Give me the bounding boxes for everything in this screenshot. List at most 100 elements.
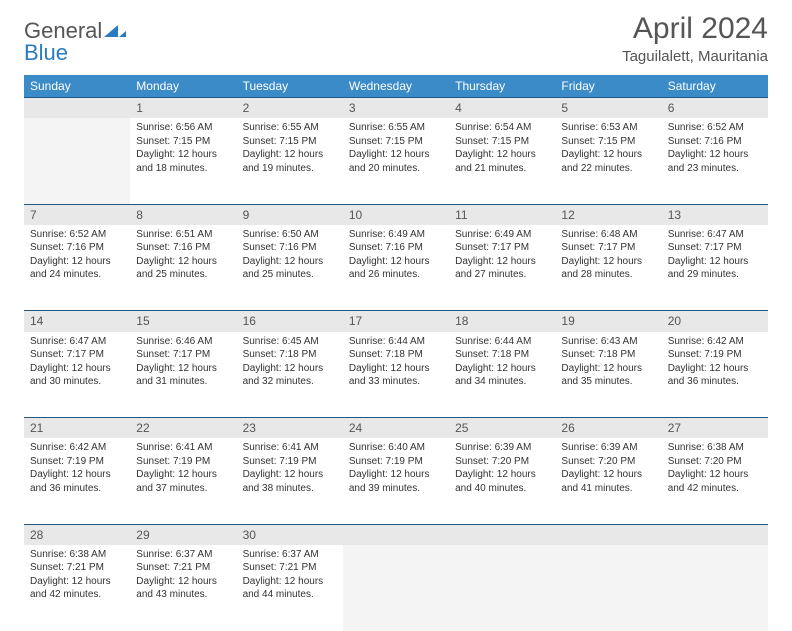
sunset-line: Sunset: 7:19 PM — [136, 455, 230, 469]
sunset-line: Sunset: 7:17 PM — [668, 241, 762, 255]
sunset-line: Sunset: 7:20 PM — [668, 455, 762, 469]
day-cell: Sunrise: 6:38 AMSunset: 7:20 PMDaylight:… — [662, 438, 768, 524]
day-number: 12 — [555, 204, 661, 225]
day-number: 25 — [449, 418, 555, 439]
sunset-line: Sunset: 7:18 PM — [561, 348, 655, 362]
calendar-body: 123456Sunrise: 6:56 AMSunset: 7:15 PMDay… — [24, 98, 768, 631]
sunrise-line: Sunrise: 6:54 AM — [455, 121, 549, 135]
daylight-line: Daylight: 12 hours and 20 minutes. — [349, 148, 443, 175]
day-cell: Sunrise: 6:37 AMSunset: 7:21 PMDaylight:… — [237, 545, 343, 631]
daylight-line: Daylight: 12 hours and 44 minutes. — [243, 575, 337, 602]
day-number: 13 — [662, 204, 768, 225]
day-cell — [662, 545, 768, 631]
day-number: 21 — [24, 418, 130, 439]
day-number: 2 — [237, 98, 343, 119]
day-number: 6 — [662, 98, 768, 119]
sunset-line: Sunset: 7:16 PM — [349, 241, 443, 255]
day-number: 22 — [130, 418, 236, 439]
day-cell: Sunrise: 6:42 AMSunset: 7:19 PMDaylight:… — [24, 438, 130, 524]
sunset-line: Sunset: 7:19 PM — [668, 348, 762, 362]
daylight-line: Daylight: 12 hours and 40 minutes. — [455, 468, 549, 495]
sunset-line: Sunset: 7:15 PM — [455, 135, 549, 149]
daylight-line: Daylight: 12 hours and 21 minutes. — [455, 148, 549, 175]
sunset-line: Sunset: 7:17 PM — [561, 241, 655, 255]
weekday-header-row: Sunday Monday Tuesday Wednesday Thursday… — [24, 75, 768, 98]
daynum-row: 78910111213 — [24, 204, 768, 225]
sunset-line: Sunset: 7:17 PM — [30, 348, 124, 362]
daylight-line: Daylight: 12 hours and 32 minutes. — [243, 362, 337, 389]
daylight-line: Daylight: 12 hours and 43 minutes. — [136, 575, 230, 602]
day-number: 29 — [130, 524, 236, 545]
day-cell: Sunrise: 6:55 AMSunset: 7:15 PMDaylight:… — [343, 118, 449, 204]
daylight-line: Daylight: 12 hours and 33 minutes. — [349, 362, 443, 389]
sunset-line: Sunset: 7:16 PM — [136, 241, 230, 255]
sunset-line: Sunset: 7:21 PM — [243, 561, 337, 575]
daylight-line: Daylight: 12 hours and 18 minutes. — [136, 148, 230, 175]
day-cell: Sunrise: 6:54 AMSunset: 7:15 PMDaylight:… — [449, 118, 555, 204]
sunrise-line: Sunrise: 6:56 AM — [136, 121, 230, 135]
day-number: 11 — [449, 204, 555, 225]
weekday-monday: Monday — [130, 75, 236, 98]
day-number — [662, 524, 768, 545]
header: General April 2024 Taguilalett, Mauritan… — [0, 0, 792, 69]
daylight-line: Daylight: 12 hours and 42 minutes. — [668, 468, 762, 495]
sunrise-line: Sunrise: 6:52 AM — [30, 228, 124, 242]
day-cell: Sunrise: 6:48 AMSunset: 7:17 PMDaylight:… — [555, 225, 661, 311]
day-cell: Sunrise: 6:49 AMSunset: 7:16 PMDaylight:… — [343, 225, 449, 311]
day-number: 18 — [449, 311, 555, 332]
content-row: Sunrise: 6:52 AMSunset: 7:16 PMDaylight:… — [24, 225, 768, 311]
day-number: 17 — [343, 311, 449, 332]
day-cell: Sunrise: 6:55 AMSunset: 7:15 PMDaylight:… — [237, 118, 343, 204]
day-cell: Sunrise: 6:47 AMSunset: 7:17 PMDaylight:… — [24, 332, 130, 418]
day-number: 28 — [24, 524, 130, 545]
sunset-line: Sunset: 7:19 PM — [349, 455, 443, 469]
sunrise-line: Sunrise: 6:49 AM — [349, 228, 443, 242]
location-title: Taguilalett, Mauritania — [622, 48, 768, 65]
sunrise-line: Sunrise: 6:45 AM — [243, 335, 337, 349]
sunset-line: Sunset: 7:17 PM — [136, 348, 230, 362]
day-number: 19 — [555, 311, 661, 332]
title-block: April 2024 Taguilalett, Mauritania — [622, 12, 768, 65]
sunset-line: Sunset: 7:21 PM — [136, 561, 230, 575]
weekday-thursday: Thursday — [449, 75, 555, 98]
logo-text-2: Blue — [24, 40, 68, 66]
day-number: 16 — [237, 311, 343, 332]
sunset-line: Sunset: 7:15 PM — [561, 135, 655, 149]
daylight-line: Daylight: 12 hours and 35 minutes. — [561, 362, 655, 389]
sunrise-line: Sunrise: 6:47 AM — [668, 228, 762, 242]
sunrise-line: Sunrise: 6:43 AM — [561, 335, 655, 349]
day-number — [555, 524, 661, 545]
sunrise-line: Sunrise: 6:41 AM — [136, 441, 230, 455]
day-cell: Sunrise: 6:38 AMSunset: 7:21 PMDaylight:… — [24, 545, 130, 631]
day-number: 23 — [237, 418, 343, 439]
daylight-line: Daylight: 12 hours and 34 minutes. — [455, 362, 549, 389]
day-number: 1 — [130, 98, 236, 119]
calendar-table: Sunday Monday Tuesday Wednesday Thursday… — [24, 75, 768, 631]
sunrise-line: Sunrise: 6:38 AM — [668, 441, 762, 455]
sunset-line: Sunset: 7:21 PM — [30, 561, 124, 575]
daynum-row: 282930 — [24, 524, 768, 545]
sunrise-line: Sunrise: 6:42 AM — [30, 441, 124, 455]
daylight-line: Daylight: 12 hours and 25 minutes. — [136, 255, 230, 282]
day-cell: Sunrise: 6:49 AMSunset: 7:17 PMDaylight:… — [449, 225, 555, 311]
daynum-row: 21222324252627 — [24, 418, 768, 439]
sunrise-line: Sunrise: 6:44 AM — [349, 335, 443, 349]
daylight-line: Daylight: 12 hours and 23 minutes. — [668, 148, 762, 175]
sunrise-line: Sunrise: 6:55 AM — [243, 121, 337, 135]
daylight-line: Daylight: 12 hours and 30 minutes. — [30, 362, 124, 389]
daynum-row: 14151617181920 — [24, 311, 768, 332]
sunrise-line: Sunrise: 6:38 AM — [30, 548, 124, 562]
sunrise-line: Sunrise: 6:37 AM — [136, 548, 230, 562]
day-cell — [343, 545, 449, 631]
sunset-line: Sunset: 7:16 PM — [668, 135, 762, 149]
weekday-saturday: Saturday — [662, 75, 768, 98]
daylight-line: Daylight: 12 hours and 25 minutes. — [243, 255, 337, 282]
sunrise-line: Sunrise: 6:53 AM — [561, 121, 655, 135]
day-cell: Sunrise: 6:50 AMSunset: 7:16 PMDaylight:… — [237, 225, 343, 311]
day-cell — [24, 118, 130, 204]
day-cell: Sunrise: 6:43 AMSunset: 7:18 PMDaylight:… — [555, 332, 661, 418]
weekday-sunday: Sunday — [24, 75, 130, 98]
sunrise-line: Sunrise: 6:49 AM — [455, 228, 549, 242]
weekday-wednesday: Wednesday — [343, 75, 449, 98]
daylight-line: Daylight: 12 hours and 37 minutes. — [136, 468, 230, 495]
